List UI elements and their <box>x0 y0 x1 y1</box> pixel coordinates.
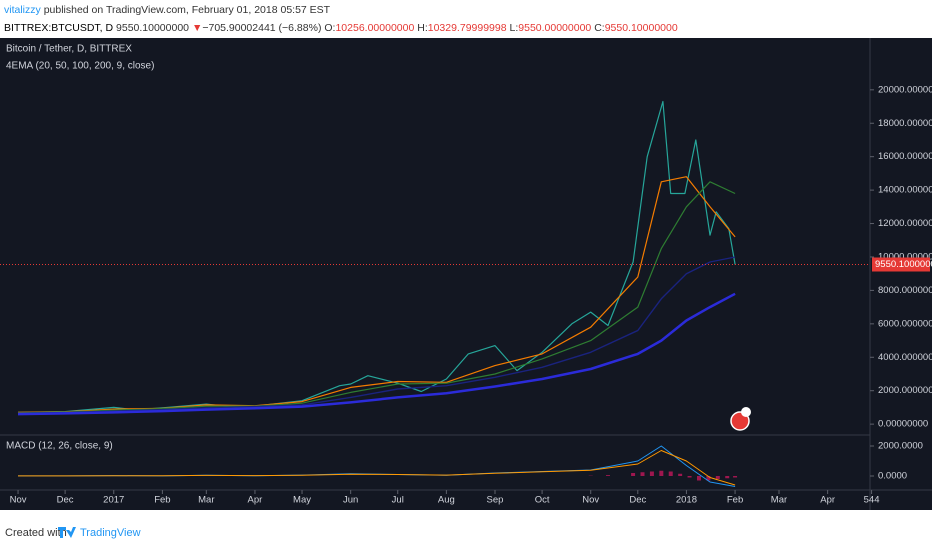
last-price-box <box>872 257 930 272</box>
arrow: ▼ <box>192 22 202 34</box>
series-line <box>17 292 736 416</box>
published: published on TradingView.com, February 0… <box>44 4 331 16</box>
x-tick-label: Sep <box>487 495 504 506</box>
symbol: BITTREX:BTCUSDT, D <box>4 22 114 34</box>
x-tick-label: Apr <box>248 495 263 506</box>
x-tick-label: Dec <box>629 495 646 506</box>
close-label: C: <box>594 22 605 34</box>
x-tick-label: Mar <box>198 495 214 506</box>
x-tick-label: Apr <box>820 495 835 506</box>
histogram-bar <box>733 476 738 478</box>
y-tick-label: 12000.00000000 <box>878 218 932 229</box>
histogram-bar <box>640 472 645 477</box>
series-line <box>17 181 736 414</box>
footer: Created with TradingView <box>5 527 141 539</box>
macd-label: MACD (12, 26, close, 9) <box>6 441 113 452</box>
open-label: O: <box>324 22 335 34</box>
event-icon[interactable] <box>730 407 751 431</box>
footer-brand[interactable]: TradingView <box>80 527 141 539</box>
histogram-bar <box>631 473 636 477</box>
histogram-bar <box>706 476 711 481</box>
icon-badge[interactable] <box>741 407 751 417</box>
x-tick-label: Mar <box>771 495 787 506</box>
author[interactable]: vitalizzy <box>4 4 42 16</box>
histogram-bar <box>668 471 673 477</box>
histogram-bar <box>678 473 683 477</box>
close: 9550.10000000 <box>605 22 678 34</box>
x-tick-label: Dec <box>57 495 74 506</box>
histogram-bar <box>715 476 720 480</box>
y-tick-label: 16000.00000000 <box>878 151 932 162</box>
y-tick-label: 8000.00000000 <box>878 285 932 296</box>
x-tick-label: 2017 <box>103 495 124 506</box>
x-tick-label: Feb <box>154 495 170 506</box>
low-label: L: <box>510 22 519 34</box>
change: −705.90002441 (−6.88%) <box>202 22 321 34</box>
x-tick-label: May <box>293 495 311 506</box>
chart-title: Bitcoin / Tether, D, BITTREX <box>6 44 132 55</box>
y-tick-label: 14000.00000000 <box>878 185 932 196</box>
histogram-bar <box>696 476 701 481</box>
histogram-bar <box>659 470 664 477</box>
publish-line: vitalizzy published on TradingView.com, … <box>4 4 331 16</box>
symbol-line: BITTREX:BTCUSDT, D 9550.10000000 ▼−705.9… <box>4 22 678 34</box>
x-tick-label: Jul <box>392 495 404 506</box>
y-tick-label: 0.0000 <box>878 471 907 482</box>
open: 10256.00000000 <box>335 22 414 34</box>
histogram-bar <box>687 476 692 478</box>
high: 10329.79999998 <box>428 22 507 34</box>
y-tick-label: 2000.0000 <box>878 441 923 452</box>
x-tick-label: 2018 <box>676 495 697 506</box>
series-line <box>17 256 736 414</box>
y-tick-label: 18000.00000000 <box>878 118 932 129</box>
high-label: H: <box>417 22 428 34</box>
y-tick-label: 20000.00000000 <box>878 84 932 95</box>
chart-area <box>0 38 932 510</box>
x-tick-label: 544 <box>864 495 880 506</box>
y-tick-label: 2000.00000000 <box>878 385 932 396</box>
x-tick-label: Nov <box>582 495 599 506</box>
histogram-bar <box>605 475 610 477</box>
histogram-bar <box>649 471 654 477</box>
last: 9550.10000000 <box>116 22 189 34</box>
x-tick-label: Feb <box>727 495 743 506</box>
y-tick-label: 0.00000000 <box>878 419 928 430</box>
x-tick-label: Nov <box>10 495 27 506</box>
x-tick-label: Jun <box>343 495 358 506</box>
y-tick-label: 4000.00000000 <box>878 352 932 363</box>
x-tick-label: Oct <box>535 495 550 506</box>
histogram-bar <box>725 476 730 479</box>
y-tick-label: 10000.00000000 <box>878 251 932 262</box>
series-line <box>18 450 736 486</box>
y-tick-label: 6000.00000000 <box>878 318 932 329</box>
plot <box>17 100 736 416</box>
low: 9550.00000000 <box>518 22 591 34</box>
footer-text: Created with <box>5 527 67 539</box>
logo[interactable] <box>58 527 76 538</box>
indicator-label: 4EMA (20, 50, 100, 200, 9, close) <box>6 61 154 72</box>
last-price-label: 9550.10000000 <box>875 259 932 270</box>
x-tick-label: Aug <box>438 495 455 506</box>
plot <box>18 445 738 487</box>
